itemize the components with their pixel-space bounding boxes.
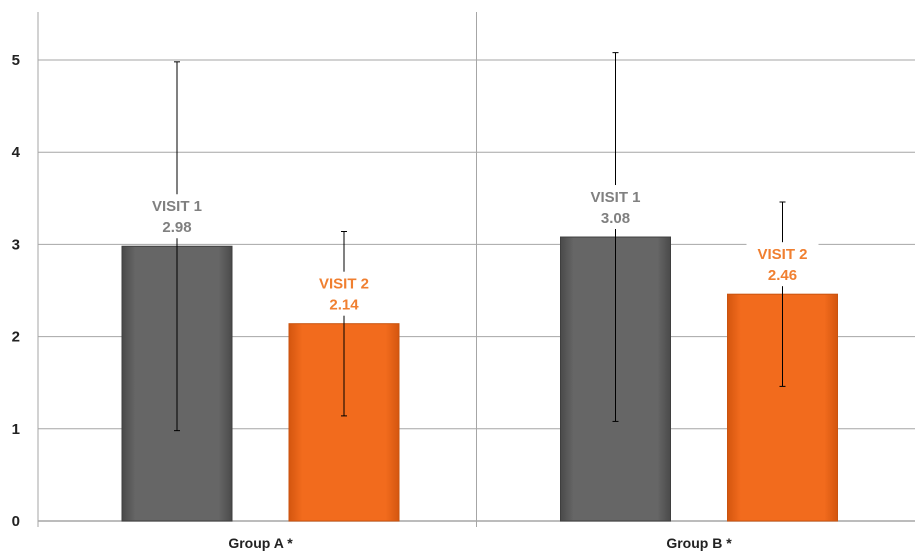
y-tick-label: 3 — [12, 236, 20, 253]
y-tick-label: 4 — [12, 144, 21, 161]
y-axis-ticks: 0 1 2 3 4 5 — [12, 52, 21, 530]
data-label-value: 2.14 — [329, 297, 359, 314]
data-label-value: 3.08 — [601, 210, 630, 227]
bars — [121, 236, 838, 522]
error-bars — [174, 52, 786, 432]
data-label-series: VISIT 1 — [590, 189, 640, 206]
axes — [37, 520, 915, 527]
data-labels: VISIT 1 2.98 VISIT 1 3.08 VISIT 2 2.14 VISIT 2… — [141, 185, 819, 316]
data-label-series: VISIT 2 — [319, 276, 369, 293]
category-labels: Group A * Group B * — [228, 535, 732, 551]
y-tick-label: 0 — [12, 513, 20, 530]
data-label-value: 2.98 — [162, 219, 191, 236]
y-tick-label: 2 — [12, 329, 20, 346]
data-label-series: VISIT 2 — [757, 246, 807, 263]
category-label: Group A * — [228, 535, 293, 551]
data-label-background — [308, 271, 380, 316]
data-label-background — [579, 185, 652, 230]
data-label-value: 2.46 — [768, 267, 797, 284]
category-label: Group B * — [666, 535, 732, 551]
data-label-background — [746, 242, 819, 287]
y-tick-label: 5 — [12, 52, 20, 69]
data-label-series: VISIT 1 — [152, 198, 202, 215]
y-tick-label: 1 — [12, 421, 20, 438]
data-label-background — [141, 194, 213, 239]
